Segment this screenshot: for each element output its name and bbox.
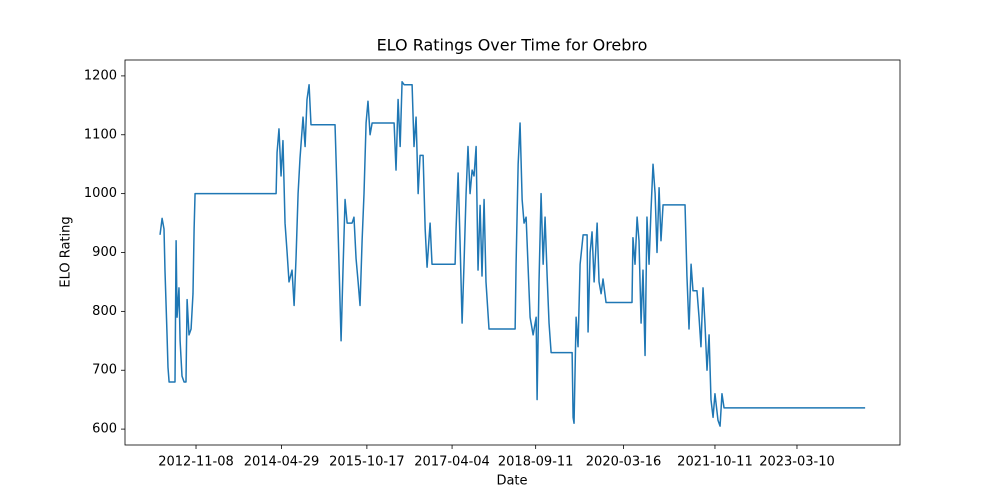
y-tick-label: 600	[92, 422, 117, 437]
x-tick-label: 2017-04-04	[414, 455, 490, 470]
y-tick-label: 1000	[84, 186, 117, 201]
y-tick-label: 1100	[84, 127, 117, 142]
y-tick-label: 800	[92, 304, 117, 319]
x-tick-label: 2023-03-10	[759, 455, 835, 470]
x-tick-label: 2018-09-11	[498, 455, 574, 470]
y-tick-label: 700	[92, 363, 117, 378]
y-axis-label: ELO Rating	[59, 216, 74, 287]
y-tick-label: 1200	[84, 68, 117, 83]
plot-frame	[124, 59, 901, 446]
data-line	[159, 81, 866, 427]
x-tick-label: 2021-10-11	[677, 455, 753, 470]
x-tick-label: 2015-10-17	[329, 455, 405, 470]
y-tick-label: 900	[92, 245, 117, 260]
chart-title: ELO Ratings Over Time for Orebro	[377, 36, 648, 55]
x-tick-label: 2020-03-16	[586, 455, 662, 470]
plot-area: 600 700 800 900 1000 1100 1200 2012-11-08 2014-0…	[84, 59, 901, 470]
x-axis-label: Date	[496, 474, 527, 489]
x-tick-label: 2014-04-29	[244, 455, 320, 470]
x-tick-label: 2012-11-08	[158, 455, 234, 470]
